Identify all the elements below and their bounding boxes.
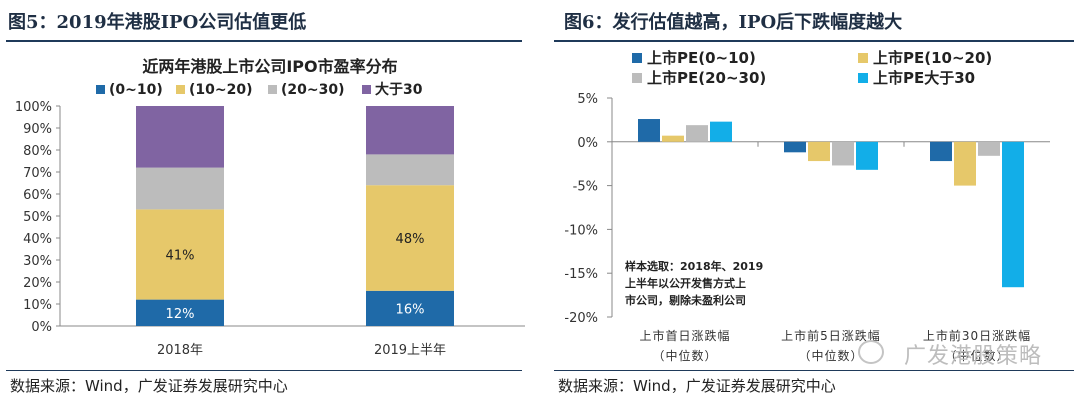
y-tick-label: 0% (577, 136, 598, 151)
legend-swatch (268, 85, 277, 94)
x-category-label: （中位数） (944, 348, 1009, 363)
bar (978, 141, 1000, 156)
data-label: 48% (396, 232, 425, 247)
figure-6-panel: 图6：发行估值越高，IPO后下跌幅度越大 上市PE(0~10) 上市PE(10~2… (540, 0, 1080, 407)
y-tick-label: 70% (23, 166, 52, 181)
legend-label: 大于30 (375, 81, 423, 98)
y-tick-label: 50% (23, 210, 52, 225)
legend-swatch (858, 73, 868, 83)
y-tick-label: 10% (23, 298, 52, 313)
y-tick-label: 100% (15, 100, 52, 115)
bar (832, 141, 854, 166)
watermark-text: 广发港股策略 (903, 344, 1042, 369)
y-tick-label: -10% (564, 223, 598, 238)
figure-5-source: 数据来源：Wind，广发证券发展研究中心 (10, 377, 288, 395)
bar-segment (366, 290, 454, 326)
bar (638, 119, 660, 142)
legend-label: 上市PE(10~20) (873, 49, 992, 67)
annotation-text: 市公司，剔除未盈利公司 (625, 293, 746, 307)
legend-label: 上市PE大于30 (873, 69, 975, 87)
y-tick-label: 20% (23, 276, 52, 291)
figure-6-title: 图6：发行估值越高，IPO后下跌幅度越大 (564, 12, 903, 33)
figure-5-title: 图5：2019年港股IPO公司估值更低 (8, 12, 307, 33)
bar (1002, 141, 1024, 288)
data-label: 16% (396, 302, 425, 317)
x-category-label: 上市前30日涨跌幅 (923, 328, 1031, 343)
data-label: 41% (166, 249, 195, 264)
y-tick-label: -5% (573, 180, 598, 195)
y-tick-label: 30% (23, 254, 52, 269)
legend-swatch (632, 73, 642, 83)
bar (930, 141, 952, 162)
figure-5-source-rule (6, 370, 522, 371)
bar (662, 135, 684, 142)
y-tick-label: 80% (23, 144, 52, 159)
bar-segment (136, 106, 224, 168)
bar-segment (136, 167, 224, 210)
chart-5-title: 近两年港股上市公司IPO市盈率分布 (142, 57, 397, 76)
figure-5-title-rule (6, 40, 522, 42)
x-category-label: 上市首日涨跌幅 (639, 328, 730, 343)
bar-segment (136, 299, 224, 326)
bar (784, 141, 806, 153)
legend-label: (20~30) (281, 82, 345, 98)
y-tick-label: 5% (577, 92, 598, 107)
data-label: 12% (166, 307, 195, 322)
x-category-label: （中位数） (798, 348, 863, 363)
legend-label: 上市PE(0~10) (647, 49, 756, 67)
y-tick-label: 60% (23, 188, 52, 203)
figure-6-grouped-bar-chart: 上市PE(0~10) 上市PE(10~20) 上市PE(20~30) 上市PE大于30… (564, 49, 1050, 363)
bar-segment (136, 209, 224, 300)
bar (710, 121, 732, 142)
legend-label: 上市PE(20~30) (647, 69, 766, 87)
annotation-text: 上半年以公开发售方式上 (625, 276, 746, 290)
y-tick-label: -20% (564, 311, 598, 326)
x-category-label: 2019上半年 (374, 343, 446, 358)
y-tick-label: 40% (23, 232, 52, 247)
legend-swatch (362, 85, 371, 94)
bar (808, 141, 830, 162)
wechat-icon (858, 340, 884, 364)
y-tick-label: 0% (31, 320, 52, 335)
bar-segment (366, 154, 454, 186)
annotation-text: 样本选取：2018年、2019 (625, 259, 763, 273)
x-category-label: 上市前5日涨跌幅 (781, 328, 881, 343)
bar (954, 141, 976, 186)
legend-swatch (96, 85, 105, 94)
bar (686, 125, 708, 142)
figure-5-stacked-bar-chart: 近两年港股上市公司IPO市盈率分布 (0~10) (10~20) (20~30) 大于3… (15, 57, 525, 358)
legend-swatch (858, 53, 868, 63)
figure-6-source: 数据来源：Wind，广发证券发展研究中心 (558, 377, 836, 395)
bar-segment (366, 185, 454, 291)
legend-label: (10~20) (189, 82, 253, 98)
y-tick-label: 90% (23, 122, 52, 137)
legend-label: (0~10) (109, 82, 163, 98)
legend-swatch (632, 53, 642, 63)
x-category-label: 2018年 (157, 343, 203, 358)
bar (856, 141, 878, 170)
bar-segment (366, 106, 454, 155)
x-category-label: （中位数） (652, 348, 717, 363)
figure-6-title-rule (554, 40, 1074, 42)
legend-swatch (176, 85, 185, 94)
figure-5-panel: 图5：2019年港股IPO公司估值更低 近两年港股上市公司IPO市盈率分布 (0~… (6, 12, 525, 395)
y-tick-label: -15% (564, 267, 598, 282)
figure-6-source-rule (554, 370, 1074, 371)
